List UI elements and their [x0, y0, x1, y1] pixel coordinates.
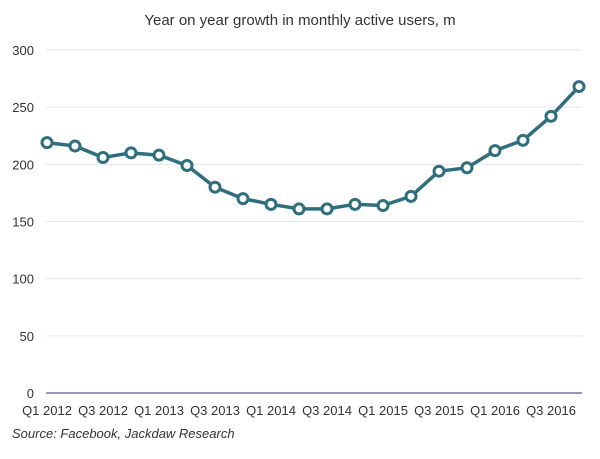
data-point [572, 80, 586, 94]
series-growth [40, 80, 586, 216]
y-tick-label: 250 [12, 100, 34, 115]
data-point [68, 139, 82, 153]
data-point [348, 197, 362, 211]
source-note: Source: Facebook, Jackdaw Research [12, 426, 235, 441]
chart-title: Year on year growth in monthly active us… [144, 12, 455, 29]
y-tick-label: 50 [20, 329, 34, 344]
data-point [124, 146, 138, 160]
data-point [208, 180, 222, 194]
y-tick-label: 150 [12, 215, 34, 230]
data-point [180, 158, 194, 172]
data-point [488, 144, 502, 158]
x-tick-label: Q3 2013 [190, 403, 240, 418]
data-point [292, 202, 306, 216]
y-tick-label: 100 [12, 272, 34, 287]
data-point [516, 133, 530, 147]
x-tick-label: Q3 2012 [78, 403, 128, 418]
data-point [460, 161, 474, 175]
x-tick-label: Q1 2013 [134, 403, 184, 418]
y-axis-tick-labels: 0 50 100 150 200 250 300 [12, 43, 34, 401]
data-point [544, 109, 558, 123]
x-tick-label: Q3 2015 [414, 403, 464, 418]
x-tick-label: Q1 2015 [358, 403, 408, 418]
x-tick-label: Q1 2014 [246, 403, 296, 418]
data-point [264, 197, 278, 211]
data-point [96, 150, 110, 164]
x-axis-tick-labels: Q1 2012 Q3 2012 Q1 2013 Q3 2013 Q1 2014 Q3 20… [22, 403, 576, 418]
y-tick-label: 300 [12, 43, 34, 58]
data-point [152, 148, 166, 162]
data-point [432, 164, 446, 178]
data-point [40, 136, 54, 150]
gridlines [46, 49, 582, 337]
x-tick-label: Q3 2014 [302, 403, 352, 418]
data-point [320, 202, 334, 216]
x-tick-label: Q3 2016 [526, 403, 576, 418]
x-tick-label: Q1 2016 [470, 403, 520, 418]
y-tick-label: 200 [12, 157, 34, 172]
data-point [376, 198, 390, 212]
x-tick-label: Q1 2012 [22, 403, 72, 418]
data-point [236, 192, 250, 206]
y-tick-label: 0 [27, 386, 34, 401]
data-point [404, 189, 418, 203]
